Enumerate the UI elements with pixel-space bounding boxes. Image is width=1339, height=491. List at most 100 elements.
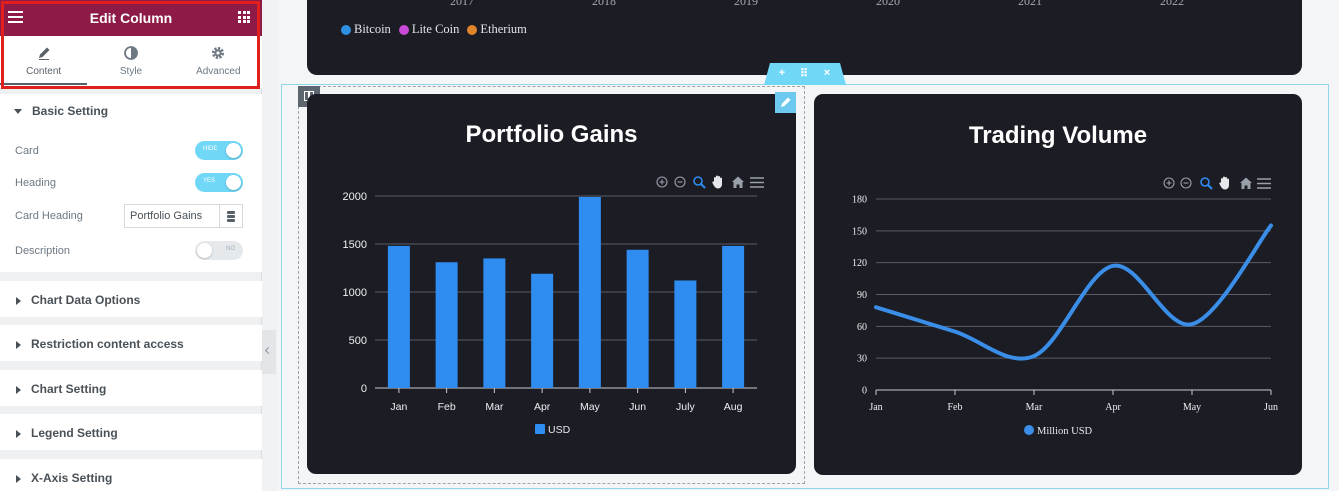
caret-down-icon — [14, 109, 22, 115]
section-legend-setting[interactable]: Legend Setting — [0, 414, 262, 450]
zoom-select-icon[interactable] — [693, 176, 706, 189]
tab-content-label: Content — [26, 66, 62, 77]
chevron-left-icon — [264, 346, 273, 355]
reset-home-icon[interactable] — [732, 176, 744, 189]
heading-toggle-label: YES — [203, 178, 216, 184]
x-tick-label: Jan — [390, 401, 407, 413]
x-tick-label: Jun — [629, 401, 646, 413]
zoom-in-icon[interactable] — [656, 176, 668, 188]
x-tick-label: Apr — [534, 401, 551, 413]
y-tick-label: 0 — [361, 383, 367, 395]
heading-label: Heading — [15, 177, 56, 189]
crypto-chart-card: 2017 2018 2019 2020 2021 2022 Bitcoin Li… — [307, 0, 1302, 75]
chart-legend[interactable]: Million USD — [1024, 425, 1093, 437]
card-heading-input[interactable]: Portfolio Gains — [124, 204, 222, 228]
column-outline — [298, 86, 805, 484]
zoom-out-icon[interactable] — [1180, 177, 1192, 189]
year-label: 2019 — [734, 0, 758, 8]
pan-hand-icon[interactable] — [1219, 176, 1229, 190]
bar — [435, 262, 458, 388]
line-chart-plot: 0 30 60 90 120 150 180 Jan Feb Mar Apr May Jun — [852, 195, 1278, 414]
year-label: 2018 — [592, 0, 616, 8]
caret-right-icon — [16, 385, 21, 394]
y-tick-label: 120 — [852, 258, 867, 269]
x-tick-label: May — [580, 401, 601, 413]
section-chart-data-options[interactable]: Chart Data Options — [0, 281, 262, 317]
legend-label: Lite Coin — [411, 22, 460, 36]
card-toggle[interactable]: HIDE — [195, 141, 243, 160]
y-tick-label: 180 — [852, 195, 867, 206]
section-chart-setting[interactable]: Chart Setting — [0, 370, 262, 406]
year-label: 2020 — [876, 0, 900, 8]
series-line — [874, 223, 1273, 361]
tab-style-label: Style — [119, 66, 143, 77]
section-title: Chart Setting — [31, 382, 107, 396]
collapse-panel-button[interactable] — [262, 330, 276, 374]
tab-content[interactable]: Content — [0, 36, 88, 88]
reset-home-icon[interactable] — [1240, 177, 1252, 190]
y-tick-label: 1500 — [343, 239, 367, 251]
caret-right-icon — [16, 296, 21, 305]
legend-label: Etherium — [480, 22, 527, 36]
caret-right-icon — [16, 429, 21, 438]
y-tick-label: 1000 — [343, 287, 367, 299]
zoom-in-icon[interactable] — [1163, 177, 1175, 189]
section-handle: + ⠿ × — [764, 63, 846, 85]
section-restriction-content-access[interactable]: Restriction content access — [0, 325, 262, 361]
card-heading: Trading Volume — [968, 122, 1148, 149]
edit-widget-button[interactable] — [775, 92, 796, 113]
description-toggle-label: NO — [226, 246, 235, 252]
edit-panel: Edit Column Content Style — [0, 0, 262, 491]
crypto-legend: Bitcoin Lite Coin Etherium — [341, 22, 529, 37]
basic-setting-section: Basic Setting Card HIDE Heading YES Card… — [0, 94, 262, 272]
pencil-icon — [781, 97, 791, 107]
apps-grid-icon[interactable] — [238, 11, 250, 23]
y-tick-label: 60 — [857, 322, 867, 333]
menu-icon[interactable] — [8, 11, 23, 23]
zoom-select-icon[interactable] — [1200, 177, 1213, 190]
trading-volume-chart: 0 30 60 90 120 150 180 Jan Feb Mar Apr May Jun Milli… — [852, 176, 1278, 437]
legend-item[interactable]: Bitcoin — [341, 22, 391, 37]
legend-swatch — [535, 424, 545, 434]
legend-label: USD — [548, 424, 571, 436]
x-tick-label: Mar — [1026, 402, 1043, 413]
bar — [578, 196, 601, 388]
zoom-out-icon[interactable] — [674, 176, 686, 188]
heading-toggle[interactable]: YES — [195, 173, 243, 192]
move-section-button[interactable]: ⠿ — [799, 68, 809, 80]
bar — [626, 249, 649, 388]
menu-icon[interactable] — [750, 177, 764, 188]
legend-swatch — [1024, 425, 1034, 435]
chart-toolbar — [1163, 176, 1271, 190]
legend-label: Million USD — [1037, 426, 1093, 437]
delete-section-button[interactable]: × — [823, 67, 831, 79]
bar — [483, 258, 506, 388]
x-tick-label: Aug — [724, 401, 743, 413]
portfolio-gains-chart: 0 500 1000 1500 2000 Jan Feb Mar Apr May Jun July Au… — [343, 175, 764, 436]
panel-tabs: Content Style Advanced — [0, 36, 262, 88]
y-tick-label: 500 — [349, 335, 367, 347]
legend-item[interactable]: Lite Coin — [398, 22, 460, 37]
section-x-axis-setting[interactable]: X-Axis Setting — [0, 459, 262, 491]
description-label: Description — [15, 245, 71, 257]
chart-legend[interactable]: USD — [535, 424, 571, 436]
x-tick-label: May — [1183, 402, 1201, 413]
basic-setting-header[interactable]: Basic Setting — [14, 104, 108, 118]
x-tick-label: Apr — [1105, 402, 1121, 413]
pan-hand-icon[interactable] — [712, 175, 722, 189]
pencil-icon — [38, 47, 50, 60]
y-tick-label: 0 — [862, 386, 867, 397]
trading-volume-card: Trading Volume 0 30 60 90 120 150 180 Jan Feb Mar… — [814, 94, 1302, 475]
menu-icon[interactable] — [1257, 178, 1271, 189]
add-section-button[interactable]: + — [778, 67, 786, 79]
legend-item[interactable]: Etherium — [467, 22, 527, 37]
tab-advanced[interactable]: Advanced — [175, 36, 262, 88]
bar — [722, 245, 745, 388]
bar — [531, 273, 554, 388]
basic-setting-title: Basic Setting — [32, 104, 109, 118]
dynamic-tags-button[interactable] — [219, 204, 243, 228]
tab-style[interactable]: Style — [87, 36, 174, 88]
description-toggle[interactable]: NO — [195, 241, 243, 260]
x-tick-label: Jan — [869, 402, 882, 413]
